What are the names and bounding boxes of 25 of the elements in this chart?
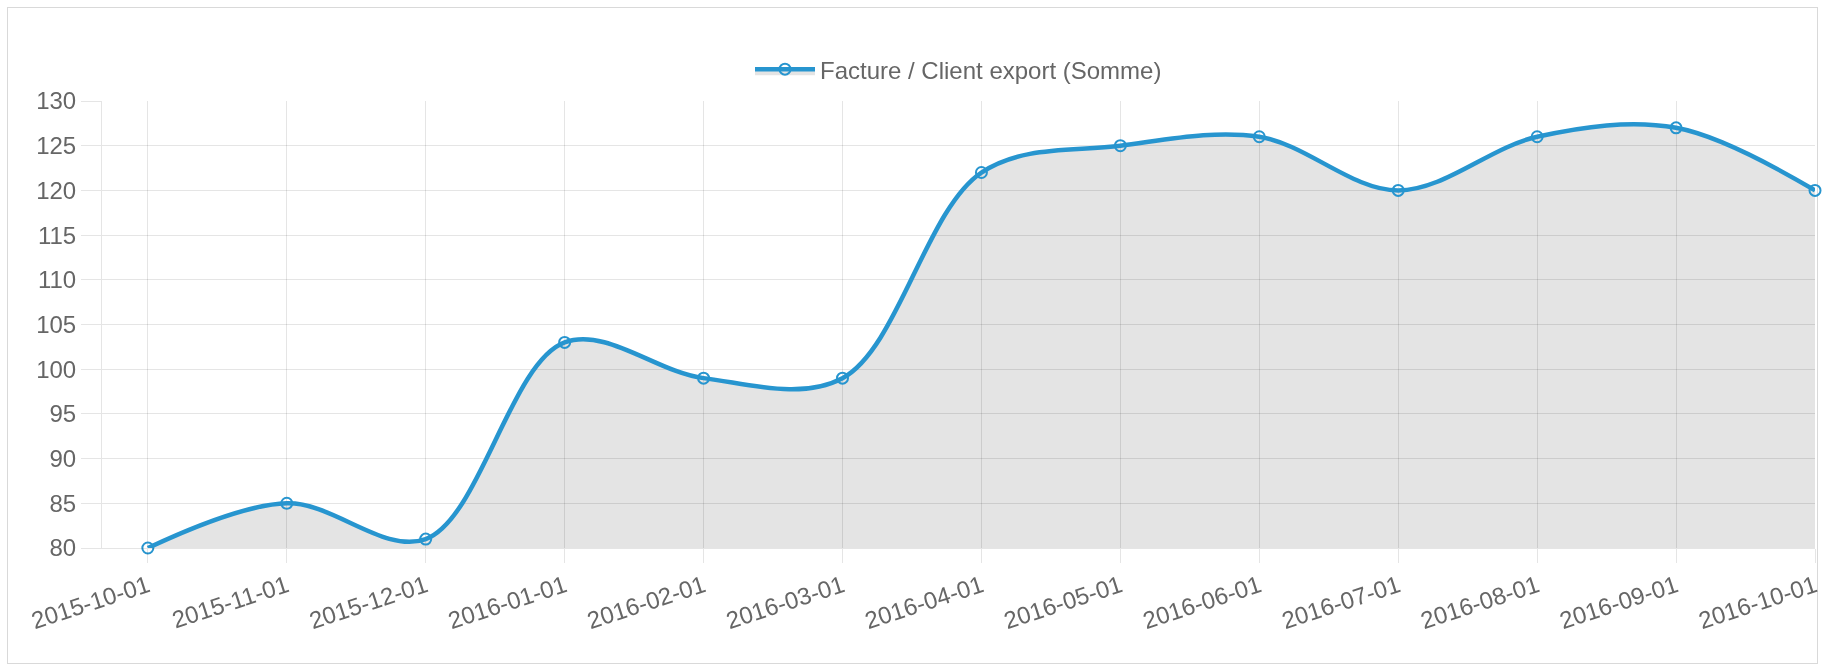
y-tick-label: 100 (36, 355, 77, 383)
y-tick-label: 120 (36, 176, 77, 204)
point (835, 371, 849, 385)
y-tick-label: 90 (49, 445, 77, 472)
y-tick-label: 80 (49, 534, 77, 562)
point (141, 541, 155, 555)
point (974, 166, 988, 180)
y-tick-label: 115 (37, 221, 77, 249)
point (1808, 183, 1822, 197)
point (558, 335, 572, 349)
point (1530, 130, 1544, 144)
point (697, 371, 711, 385)
y-tick-label: 105 (36, 310, 77, 338)
point (280, 496, 294, 510)
legend-label: Facture / Client export (Somme) (820, 56, 1162, 84)
point (419, 532, 433, 546)
y-tick-label: 85 (49, 489, 77, 517)
point (1391, 183, 1405, 197)
y-tick-label: 130 (36, 87, 77, 115)
point (1113, 139, 1127, 153)
y-tick-label: 110 (37, 266, 77, 294)
point (1669, 121, 1683, 135)
y-tick-label: 95 (49, 400, 77, 428)
y-tick-label: 125 (36, 132, 77, 160)
point (1252, 130, 1266, 144)
